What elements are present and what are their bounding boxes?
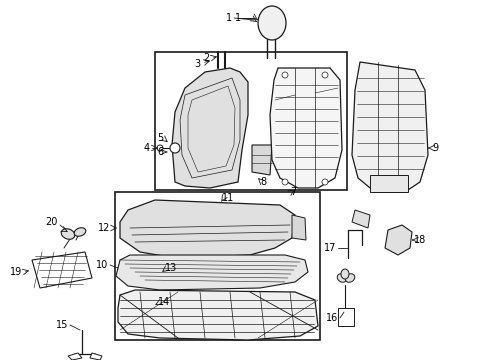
Text: 10: 10 xyxy=(96,260,108,270)
Text: 14: 14 xyxy=(158,297,170,307)
Text: 1: 1 xyxy=(235,13,241,23)
Text: 4: 4 xyxy=(143,143,150,153)
Bar xyxy=(155,52,346,190)
Text: 2: 2 xyxy=(203,53,209,63)
Text: 9: 9 xyxy=(431,143,437,153)
Ellipse shape xyxy=(170,143,180,153)
Polygon shape xyxy=(269,68,341,188)
Ellipse shape xyxy=(157,145,163,151)
Polygon shape xyxy=(116,255,307,290)
Polygon shape xyxy=(384,225,411,255)
Ellipse shape xyxy=(282,72,287,78)
Text: 3: 3 xyxy=(193,59,200,69)
Polygon shape xyxy=(118,290,317,340)
Polygon shape xyxy=(172,68,247,188)
Text: 18: 18 xyxy=(413,235,426,245)
Ellipse shape xyxy=(258,6,285,40)
Polygon shape xyxy=(291,215,305,240)
Text: 1: 1 xyxy=(225,13,231,23)
Text: 16: 16 xyxy=(325,313,337,323)
Ellipse shape xyxy=(345,274,354,282)
Ellipse shape xyxy=(61,229,75,239)
Polygon shape xyxy=(32,252,92,288)
Ellipse shape xyxy=(337,274,346,282)
Polygon shape xyxy=(369,175,407,192)
Bar xyxy=(337,308,353,326)
Polygon shape xyxy=(351,210,369,228)
Text: 7: 7 xyxy=(289,187,296,197)
Text: 5: 5 xyxy=(157,133,163,143)
Polygon shape xyxy=(90,353,102,360)
Text: 13: 13 xyxy=(164,263,177,273)
Ellipse shape xyxy=(340,269,348,279)
Text: 15: 15 xyxy=(56,320,68,330)
Polygon shape xyxy=(120,200,294,258)
Ellipse shape xyxy=(282,179,287,185)
Text: 20: 20 xyxy=(45,217,58,227)
Polygon shape xyxy=(251,145,271,175)
Ellipse shape xyxy=(321,179,327,185)
Text: 19: 19 xyxy=(10,267,22,277)
Text: 17: 17 xyxy=(323,243,335,253)
Text: 8: 8 xyxy=(260,177,265,187)
Text: 12: 12 xyxy=(98,223,110,233)
Polygon shape xyxy=(68,353,82,360)
Bar xyxy=(115,192,319,340)
Polygon shape xyxy=(351,62,427,192)
Text: 11: 11 xyxy=(222,193,234,203)
Ellipse shape xyxy=(74,228,85,236)
Ellipse shape xyxy=(321,72,327,78)
Text: 6: 6 xyxy=(157,147,163,157)
